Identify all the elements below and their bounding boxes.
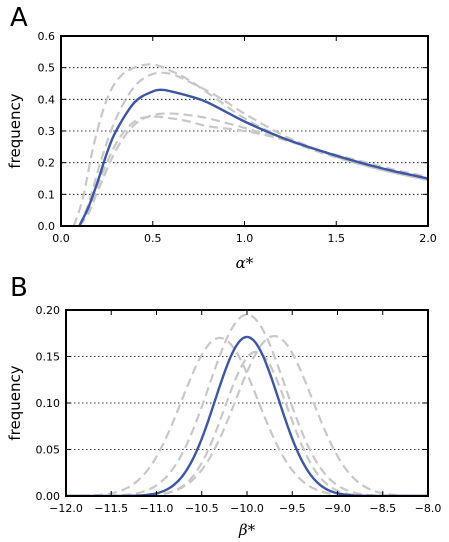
x-tick-label: 0.0 (52, 232, 70, 245)
y-tick-label: 0.10 (36, 397, 61, 410)
y-tick-label: 0.3 (38, 125, 56, 138)
x-axis-label: β* (238, 521, 256, 539)
chart-panel-b: B −12.0 −11.5 −11.0 −10.5 −10.0 −9.5 −9.0 −8.5 −8… (6, 273, 441, 539)
y-tick-label: 0.4 (38, 93, 56, 106)
panel-letter: A (10, 3, 28, 33)
dashed-series-line-3 (78, 71, 428, 226)
x-tick-label: −12.0 (49, 502, 83, 515)
x-tick-label: 0.5 (144, 232, 162, 245)
y-tick-label: 0.6 (38, 30, 56, 43)
y-axis-label: frequency (6, 365, 24, 440)
y-tick-label: 0.2 (38, 157, 56, 170)
dashed-series-line-4 (66, 334, 428, 496)
dashed-series-line-4 (78, 112, 428, 226)
dashed-series-line-5 (66, 350, 428, 496)
x-tick-label: 2.0 (419, 232, 437, 245)
x-tick-label: −10.0 (230, 502, 264, 515)
dashed-series-line-3 (66, 336, 428, 496)
y-tick-label: 0.0 (38, 220, 56, 233)
x-tick-label: 1.0 (236, 232, 254, 245)
x-tick-label: −9.0 (324, 502, 351, 515)
dashed-series-line-2 (66, 313, 428, 496)
series-line-1 (66, 335, 428, 496)
y-tick-label: 0.00 (36, 490, 61, 503)
x-tick-label: −8.5 (369, 502, 396, 515)
chart-panel-a: A 0.0 0.5 1.0 1.5 2.0 0.0 0.1 0.2 0.3 0.4 0.5 0.6 α* f… (6, 3, 437, 272)
y-tick-label: 0.20 (36, 304, 61, 317)
x-axis-label: α* (236, 254, 254, 272)
y-axis-label: frequency (6, 93, 24, 168)
x-tick-label: −8.0 (415, 502, 442, 515)
y-tick-label: 0.1 (38, 188, 56, 201)
y-tick-label: 0.05 (36, 444, 61, 457)
panel-letter: B (10, 273, 28, 303)
x-tick-label: −10.5 (185, 502, 219, 515)
y-tick-label: 0.5 (38, 62, 56, 75)
x-tick-label: −9.5 (279, 502, 306, 515)
y-tick-label: 0.15 (36, 351, 61, 364)
x-tick-label: 1.5 (328, 232, 346, 245)
x-tick-label: −11.0 (140, 502, 174, 515)
x-tick-label: −11.5 (94, 502, 128, 515)
series-line-1 (78, 88, 428, 226)
dashed-series-line-5 (78, 115, 428, 226)
dashed-series-line-2 (72, 63, 428, 226)
